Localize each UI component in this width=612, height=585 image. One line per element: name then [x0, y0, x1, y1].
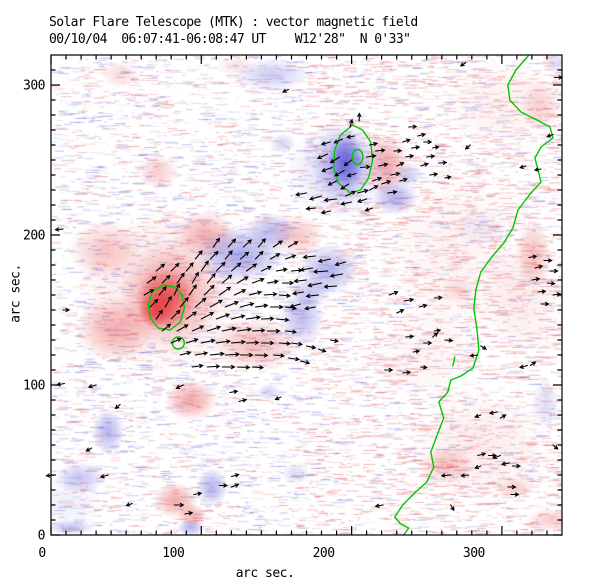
y-tick-label: 200	[23, 229, 45, 244]
y-tick-label: 300	[23, 79, 45, 94]
negative-inner-contour	[351, 148, 364, 166]
neutral-line	[394, 54, 554, 536]
tick-labels: 0 100 200 300 0 100 200 300	[23, 79, 485, 562]
axis-ticks	[50, 55, 562, 536]
x-tick-label: 300	[463, 546, 485, 561]
x-tick-label: 200	[313, 546, 335, 561]
axes	[50, 54, 563, 536]
x-tick-label: 0	[38, 546, 45, 561]
x-axis-title: arc sec.	[235, 566, 295, 581]
plot-box	[50, 54, 563, 536]
x-tick-label: 100	[162, 546, 184, 561]
y-tick-label: 0	[38, 529, 45, 544]
positive-core-contour	[147, 284, 185, 331]
y-axis-title: arc sec.	[8, 264, 24, 323]
vector-arrows	[45, 61, 564, 516]
y-tick-label: 100	[23, 379, 45, 394]
small-dash	[452, 356, 456, 367]
